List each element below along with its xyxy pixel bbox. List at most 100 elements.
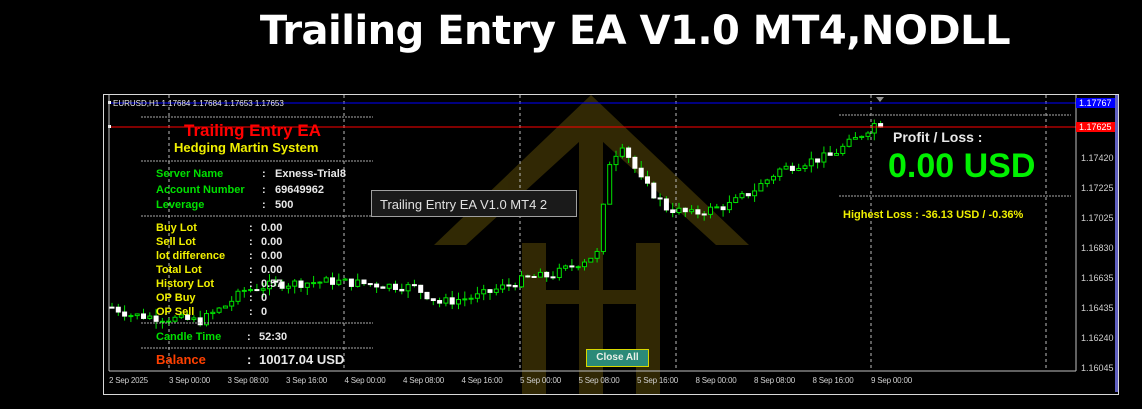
candle [317, 281, 323, 284]
candle [109, 306, 115, 309]
candle [531, 276, 537, 279]
price-tick-label: 1.16435 [1081, 303, 1114, 314]
candle [840, 145, 846, 154]
candle [216, 307, 222, 313]
candle [367, 283, 373, 286]
candle [254, 289, 260, 292]
lot-value: 0.00 [261, 236, 283, 248]
candle [808, 158, 814, 167]
candle [430, 298, 436, 302]
candle [600, 203, 606, 252]
chart-window[interactable]: EURUSD,H1 1.17684 1.17684 1.17653 1.1765… [103, 94, 1119, 395]
lot-value: 0 [261, 306, 268, 318]
time-tick-label: 3 Sep 16:00 [286, 376, 327, 385]
candle [493, 288, 499, 293]
account-label: Account Number [156, 183, 245, 196]
lot-value: 0 [261, 292, 268, 304]
candle [298, 280, 304, 288]
candle [695, 209, 701, 215]
candle [267, 280, 272, 290]
candle [235, 290, 241, 302]
lot-label: lot difference [156, 250, 226, 262]
profit-loss-label: Profit / Loss : [893, 129, 983, 145]
candle [834, 152, 839, 156]
candle [323, 277, 329, 283]
time-tick-label: 5 Sep 08:00 [578, 376, 620, 385]
time-tick-label: 4 Sep 00:00 [344, 376, 386, 385]
candle [783, 165, 789, 170]
price-tick-label: 1.16830 [1081, 243, 1114, 254]
candle [405, 284, 411, 292]
price-tick-label: 1.16635 [1081, 272, 1114, 283]
candle [304, 282, 310, 288]
candle [229, 300, 235, 307]
candle [424, 291, 430, 300]
price-tick-label: 1.16240 [1081, 333, 1114, 344]
candle [512, 285, 518, 288]
candle [292, 280, 298, 287]
candle [613, 155, 619, 166]
price-chart[interactable] [104, 95, 1118, 394]
candle [380, 286, 386, 289]
candle [537, 271, 543, 278]
candle [185, 314, 191, 320]
scrollbar[interactable] [1115, 95, 1118, 392]
candle [210, 311, 216, 315]
time-tick-label: 8 Sep 00:00 [695, 376, 737, 385]
candle [153, 315, 159, 322]
candle [701, 213, 707, 216]
candle [682, 207, 688, 213]
lot-label: OP Buy [156, 292, 196, 304]
candle [588, 257, 594, 263]
ea-subtitle: Hedging Martin System [174, 140, 319, 155]
candle [418, 284, 424, 293]
candle [758, 183, 764, 192]
candle [474, 293, 480, 299]
candle [449, 297, 455, 305]
candle [859, 135, 865, 138]
candle [714, 206, 720, 209]
candle [802, 165, 808, 170]
candle [771, 175, 776, 181]
time-tick-label: 4 Sep 08:00 [403, 376, 444, 385]
candle [789, 165, 795, 171]
account-label: Leverage [156, 199, 205, 211]
candle [689, 209, 695, 213]
time-tick-label: 2 Sep 2025 [109, 376, 148, 385]
ea-title: Trailing Entry EA [184, 121, 321, 140]
lot-label: Buy Lot [156, 222, 197, 234]
time-tick-label: 3 Sep 08:00 [227, 376, 269, 385]
candle-time-label: Candle Time [156, 331, 222, 343]
candle [865, 132, 871, 137]
time-tick-label: 4 Sep 16:00 [461, 376, 503, 385]
candle [147, 315, 153, 319]
candle [525, 275, 531, 278]
price-tick-label: 1.17225 [1081, 182, 1114, 193]
candle [166, 320, 172, 323]
time-tick-label: 5 Sep 00:00 [520, 376, 561, 385]
candle [632, 156, 638, 169]
candle [178, 314, 184, 318]
candle [745, 193, 751, 197]
candle [456, 299, 461, 305]
shift-marker-icon [876, 97, 884, 102]
candle [386, 283, 392, 289]
candle [336, 279, 342, 285]
candle [626, 147, 632, 158]
candle [437, 300, 443, 304]
lot-value: 0.00 [261, 222, 283, 234]
close-all-button[interactable]: Close All [586, 349, 649, 367]
candle [544, 271, 550, 278]
banner-title: Trailing Entry EA V1.0 MT4,NODLL [259, 8, 1011, 54]
lot-value: 0.00 [261, 264, 283, 276]
candle [285, 285, 291, 289]
lot-label: Total Lot [156, 264, 202, 276]
time-tick-label: 3 Sep 00:00 [169, 376, 210, 385]
time-tick-label: 8 Sep 08:00 [754, 376, 795, 385]
candle [506, 284, 512, 287]
candle [670, 209, 676, 214]
chart-header: EURUSD,H1 1.17684 1.17684 1.17653 1.1765… [113, 99, 284, 108]
account-value: 500 [275, 199, 294, 211]
candle [594, 250, 600, 259]
candle [159, 320, 165, 323]
